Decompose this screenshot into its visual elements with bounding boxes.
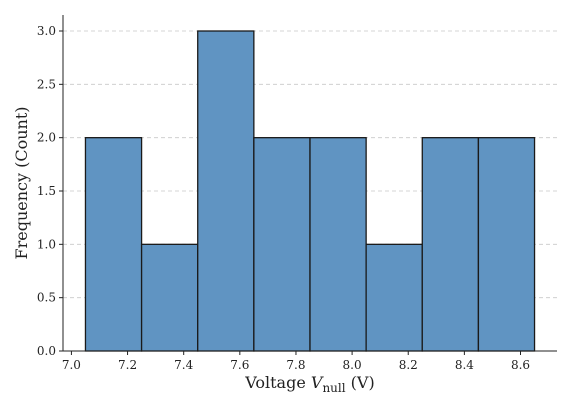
bar [421,137,480,352]
x-label-unit: (V) [351,373,375,392]
x-label-symbol: V [311,373,324,392]
bar [253,137,311,352]
x-tick-label: 7.2 [118,358,137,372]
bar [197,30,255,352]
axes: 0.0 0.5 1.0 1.5 2.0 2.5 3.0 7.0 7.2 7.4 7.6 7.8 8.0 8… [37,15,557,372]
x-tick-label: 7.0 [62,358,81,372]
x-label-text: Voltage [244,373,306,392]
y-tick-label: 0.5 [37,291,56,305]
x-tick-label: 8.6 [511,358,530,372]
y-tick-label: 2.0 [37,131,56,145]
bar [477,137,536,352]
y-axis-label: Frequency (Count) [12,106,31,259]
x-tick-label: 8.2 [399,358,418,372]
x-tick-label: 8.4 [455,358,474,372]
y-tick-label: 0.0 [37,344,56,358]
x-tick-label: 7.4 [174,358,193,372]
x-label-subscript: null [322,381,345,395]
x-axis-label: Voltage Vnull (V) [244,373,374,396]
bar [84,137,143,352]
bar [140,243,199,352]
bars [84,30,536,352]
x-tick-label: 7.6 [230,358,249,372]
y-tick-label: 3.0 [37,24,56,38]
y-tick-label: 2.5 [37,77,56,91]
x-tick-label: 7.8 [286,358,305,372]
bar [365,243,423,352]
bar [309,137,367,352]
x-tick-label: 8.0 [343,358,362,372]
y-tick-label: 1.5 [37,184,56,198]
y-tick-label: 1.0 [37,237,56,251]
